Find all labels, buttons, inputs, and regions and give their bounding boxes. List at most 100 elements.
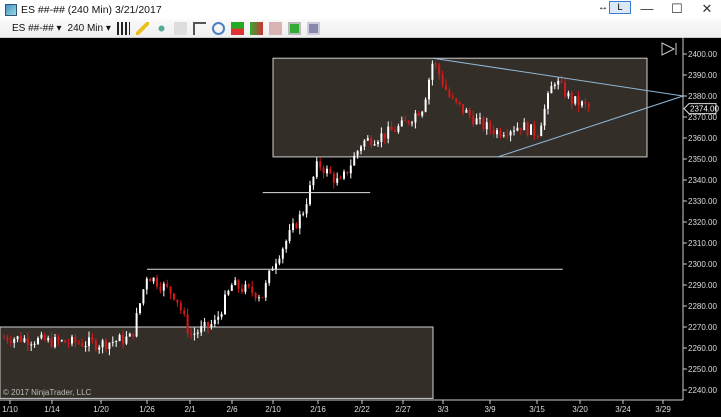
candle-body <box>421 111 424 116</box>
candle-body <box>88 337 90 347</box>
candle-body <box>326 168 328 174</box>
candle-body <box>98 347 101 350</box>
marker-icon[interactable] <box>154 21 168 35</box>
y-tick-label: 2280.00 <box>688 302 717 311</box>
candle-body <box>370 138 373 146</box>
strategies-icon[interactable] <box>268 21 282 35</box>
maximize-button[interactable]: ☐ <box>671 1 683 16</box>
scroll-to-end-icon[interactable] <box>661 42 677 56</box>
candle-body <box>496 130 498 135</box>
link-button[interactable]: L <box>609 1 631 14</box>
candle-body <box>139 303 141 314</box>
trend-line[interactable] <box>497 95 684 158</box>
y-tick-label: 2290.00 <box>688 281 717 290</box>
instrument-dropdown[interactable]: ES ##-## ▾ <box>12 22 62 34</box>
trend-line[interactable] <box>432 57 684 97</box>
candle-body <box>387 126 390 139</box>
candle-body <box>40 334 43 339</box>
candle-body <box>458 101 461 105</box>
candle-body <box>108 342 111 349</box>
candle-body <box>414 113 417 123</box>
candle-body <box>373 144 376 146</box>
window-title: ES ##-## (240 Min) 3/21/2017 <box>21 3 162 16</box>
properties-icon[interactable] <box>306 21 320 35</box>
candle-body <box>241 288 243 292</box>
zoom-icon[interactable] <box>211 21 225 35</box>
candle-body <box>213 319 216 325</box>
candle-body <box>438 64 441 75</box>
candle-body <box>135 313 138 337</box>
candle-body <box>523 122 526 131</box>
candle-body <box>485 122 488 130</box>
candle-body <box>448 89 451 98</box>
candle-body <box>71 336 73 344</box>
candle-body <box>377 141 379 145</box>
x-tick-label: 2/10 <box>265 405 281 414</box>
candle-body <box>101 340 104 348</box>
chart-canvas[interactable]: 2400.00 2390.00 2380.00 2370.00 2360.00 2350.… <box>0 38 721 417</box>
candle-body <box>37 338 39 344</box>
candle-body <box>64 340 67 343</box>
interval-label: 240 Min <box>67 22 104 34</box>
candle-body <box>465 109 468 113</box>
interval-dropdown[interactable]: 240 Min ▾ <box>67 22 111 34</box>
candle-body <box>77 342 80 344</box>
candle-body <box>20 336 22 342</box>
candle-body <box>162 283 165 291</box>
candle-body <box>584 101 587 104</box>
candle-body <box>118 334 121 342</box>
candle-body <box>489 122 492 130</box>
x-tick-label: 1/26 <box>139 405 155 414</box>
x-tick-label: 3/29 <box>655 405 671 414</box>
candle-body <box>278 258 281 264</box>
candle-body <box>115 341 118 343</box>
y-tick-label: 2320.00 <box>688 218 717 227</box>
candle-body <box>142 289 145 304</box>
x-tick-label: 2/16 <box>310 405 326 414</box>
x-tick-label: 1/10 <box>2 405 18 414</box>
minimize-button[interactable]: — <box>640 1 654 16</box>
candle-body <box>353 155 356 166</box>
candle-body <box>152 277 155 282</box>
candle-body <box>285 240 288 249</box>
price-zone-rect[interactable] <box>272 57 648 158</box>
candle-body <box>220 314 223 317</box>
x-tick-label: 3/15 <box>529 405 545 414</box>
candle-body <box>186 314 189 334</box>
candle-body <box>451 97 454 99</box>
close-button[interactable]: ✕ <box>701 1 713 16</box>
candle-body <box>506 135 509 137</box>
pencil-draw-icon[interactable] <box>135 21 149 35</box>
candle-body <box>207 321 209 328</box>
resize-icon[interactable]: ↔ <box>598 2 608 13</box>
candle-body <box>553 84 556 86</box>
candle-body <box>30 344 33 346</box>
indicators-icon[interactable] <box>249 21 263 35</box>
current-price-marker <box>683 103 717 115</box>
candle-body <box>91 337 94 341</box>
candle-body <box>145 278 148 290</box>
cursor-icon[interactable] <box>192 21 206 35</box>
candle-body <box>122 334 124 344</box>
candle-body <box>329 168 332 174</box>
candle-body <box>363 140 366 147</box>
data-series-icon[interactable] <box>230 21 244 35</box>
y-tick-label: 2400.00 <box>688 50 717 59</box>
disabled-tool-icon <box>173 21 187 35</box>
current-price-label: 2374.00 <box>690 105 719 114</box>
candle-body <box>251 286 254 293</box>
candle-body <box>33 343 36 345</box>
price-chart[interactable]: 2400.00 2390.00 2380.00 2370.00 2360.00 2350.… <box>0 38 721 417</box>
candle-body <box>295 223 298 229</box>
candle-body <box>336 178 339 183</box>
candle-body <box>417 113 420 116</box>
bar-type-icon[interactable] <box>116 21 130 35</box>
candle-body <box>343 171 345 179</box>
candle-body <box>244 284 247 292</box>
candle-body <box>564 82 566 97</box>
candle-body <box>533 124 536 136</box>
candle-body <box>81 343 84 347</box>
templates-icon[interactable] <box>287 21 301 35</box>
candle-body <box>339 178 342 180</box>
candle-body <box>16 336 19 340</box>
